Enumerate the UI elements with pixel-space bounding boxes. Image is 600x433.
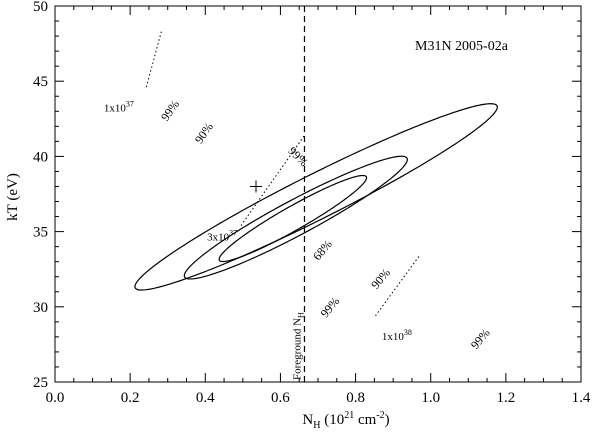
luminosity-line	[240, 135, 305, 226]
x-tick-label: 0.8	[346, 390, 365, 406]
x-tick-label: 1.0	[421, 390, 440, 406]
foreground-nh-label-sub: H	[296, 312, 305, 318]
contour-level-label: 90%	[192, 120, 216, 146]
x-tick-label: 0.2	[121, 390, 140, 406]
luminosity-label-base: 3x10	[207, 232, 230, 244]
x-label-unit: cm	[354, 412, 376, 428]
x-tick-label: 0.0	[46, 390, 65, 406]
luminosity-label-exp: 37	[229, 229, 237, 238]
x-tick-label: 0.4	[196, 390, 215, 406]
y-tick-label: 35	[33, 225, 48, 241]
contour-level-label: 99%	[318, 294, 343, 320]
luminosity-label-exp: 37	[126, 99, 134, 108]
y-axis-label: kT (eV)	[5, 173, 21, 221]
luminosity-line	[375, 255, 420, 317]
axis-ticks: 0.0 0.2 0.4 0.6 0.8 1.0 1.2 1.4 25 30 35 40 45 50	[33, 0, 591, 406]
luminosity-line	[145, 31, 162, 88]
luminosity-label: 1x1037	[104, 99, 134, 114]
contour-level-label: 99%	[158, 97, 182, 123]
annotations: Foreground NH	[291, 6, 305, 382]
y-tick-label: 30	[33, 300, 48, 316]
x-label-sup: 21	[344, 410, 354, 421]
x-axis-label: NH (1021 cm-2)	[302, 410, 389, 431]
contour-99pct	[134, 103, 498, 291]
contours: 68%90%90%99%99%99%99%	[134, 97, 498, 352]
luminosity-label: 1x1038	[382, 328, 412, 343]
chart-title: M31N 2005-02a	[415, 39, 509, 54]
y-tick-label: 40	[33, 149, 48, 165]
x-label-unit-sup: -2	[376, 410, 384, 421]
luminosity-label-base: 1x10	[104, 102, 127, 114]
contour-90pct	[183, 155, 408, 280]
plot-frame	[54, 5, 582, 383]
luminosity-label: 3x1037	[207, 229, 237, 244]
x-label-rest: (10	[320, 412, 344, 428]
x-tick-label: 1.2	[496, 390, 515, 406]
foreground-nh-label: Foreground NH	[291, 312, 305, 380]
plot-border	[54, 5, 582, 383]
x-tick-label: 1.4	[572, 390, 591, 406]
y-tick-label: 45	[33, 74, 48, 90]
x-tick-label: 0.6	[271, 390, 290, 406]
foreground-nh-label-main: Foreground N	[291, 318, 303, 380]
luminosity-label-exp: 38	[404, 328, 412, 337]
x-label-main: N	[302, 412, 313, 428]
x-label-close: )	[385, 412, 390, 428]
contour-level-label: 90%	[368, 266, 393, 292]
y-tick-label: 25	[33, 375, 48, 391]
x-label-sub: H	[313, 420, 320, 431]
contour-68pct	[218, 174, 368, 263]
y-tick-label: 50	[33, 0, 48, 15]
contour-level-label: 68%	[310, 237, 335, 263]
luminosity-label-base: 1x10	[382, 331, 405, 343]
contour-level-label: 99%	[468, 326, 493, 352]
